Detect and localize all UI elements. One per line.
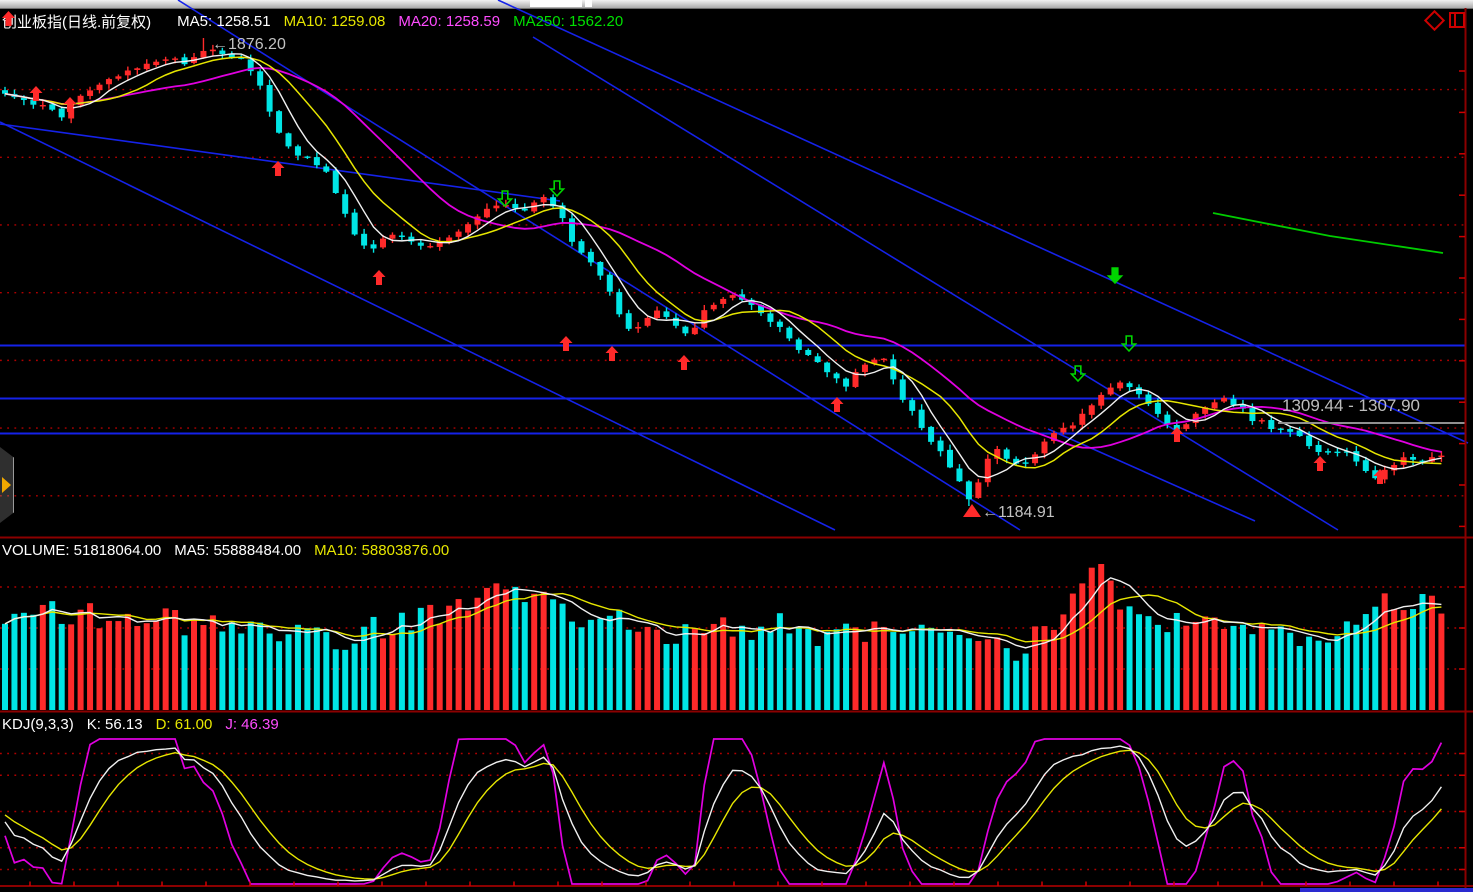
ma250-line	[1212, 212, 1444, 254]
buy-arrow-icon	[1373, 469, 1387, 484]
trendlines	[0, 0, 1469, 531]
volume-panel-header: VOLUME: 51818064.00 MA5: 55888484.00 MA1…	[2, 542, 449, 559]
buy-arrow-icon	[372, 270, 386, 285]
sell-arrow-icon	[496, 190, 514, 208]
ma-value-3: MA250: 1562.20	[513, 13, 624, 30]
sidebar-expand-handle[interactable]	[0, 447, 14, 523]
buy-arrow-icon	[1170, 427, 1184, 442]
buy-arrow-icon	[605, 346, 619, 361]
expand-arrow-icon	[2, 477, 11, 493]
panel-borders	[0, 8, 1473, 892]
peak-price-label: ←1876.20	[212, 36, 286, 53]
price-ma-layer	[4, 53, 1442, 479]
volume-layer	[2, 564, 1445, 710]
ma-value-list: MA5: 1258.51 MA10: 1259.08 MA20: 1258.59 MA…	[177, 13, 623, 30]
kdj-d-value: D: 61.00	[155, 716, 213, 733]
low-point-marker	[963, 504, 981, 517]
gap-price-label: 1309.44 - 1307.90	[1282, 396, 1421, 415]
toolbar-tab-highlight-2	[585, 0, 592, 7]
buy-arrow-icon	[271, 161, 285, 176]
volume-ma10-value: MA10: 58803876.00	[314, 542, 450, 559]
low-price-label: ←1184.91	[982, 504, 1055, 521]
buy-arrow-icon	[63, 97, 77, 112]
main-chart-header: 创业板指(日线.前复权) MA5: 1258.51 MA10: 1259.08 MA…	[2, 11, 623, 32]
buy-arrow-icon	[559, 336, 573, 351]
candlestick-layer	[2, 37, 1445, 506]
buy-arrow-icon	[677, 355, 691, 370]
ma-value-2: MA20: 1258.59	[398, 13, 501, 30]
buy-arrow-icon	[830, 397, 844, 412]
sell-arrow-icon	[548, 180, 566, 198]
instrument-title[interactable]: 创业板指(日线.前复权)	[2, 14, 152, 31]
signal-markers	[29, 86, 1387, 517]
toolbar-tab-highlight	[530, 0, 582, 7]
kdj-k-value: K: 56.13	[86, 716, 143, 733]
buy-arrow-icon	[29, 86, 43, 101]
toolbar-bottom-strip	[0, 0, 1473, 9]
buy-arrow-icon	[1313, 456, 1327, 471]
sell-arrow-icon	[1106, 267, 1124, 285]
kdj-title[interactable]: KDJ(9,3,3)	[2, 716, 74, 733]
ma250	[1212, 212, 1444, 254]
volume-ma-layer	[4, 577, 1442, 649]
sell-arrow-icon	[1069, 365, 1087, 383]
kdj-layer	[4, 738, 1443, 885]
ma-value-1: MA10: 1259.08	[283, 13, 386, 30]
kdj-j-value: J: 46.39	[225, 716, 279, 733]
split-window-icon[interactable]	[1449, 12, 1465, 28]
sell-arrow-icon	[1120, 335, 1138, 353]
kdj-panel-header: KDJ(9,3,3) K: 56.13 D: 61.00 J: 46.39	[2, 716, 279, 733]
ma-value-0: MA5: 1258.51	[177, 13, 271, 30]
scrollbar-segment[interactable]	[1300, 888, 1473, 892]
volume-value[interactable]: VOLUME: 51818064.00	[2, 542, 162, 559]
volume-ma5-value: MA5: 55888484.00	[174, 542, 302, 559]
